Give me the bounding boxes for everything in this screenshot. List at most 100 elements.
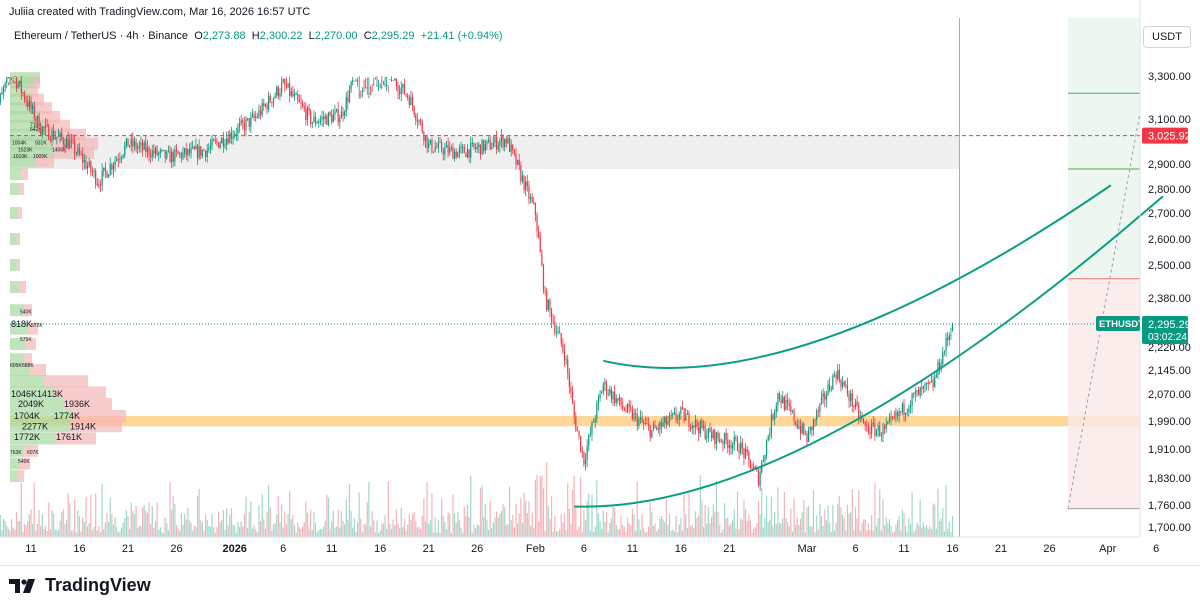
candle-body [767, 436, 769, 441]
candle-body [263, 102, 265, 107]
candle-body [376, 85, 378, 86]
candle-body [164, 150, 166, 159]
candle-body [213, 139, 215, 141]
profile-bar-sell [17, 259, 20, 271]
candle-body [641, 417, 643, 422]
candle-body [53, 130, 55, 139]
volume-bar [371, 511, 373, 537]
volume-bar [560, 514, 562, 537]
volume-bar [620, 515, 622, 537]
candle-body [581, 451, 583, 453]
volume-bar [875, 526, 878, 537]
volume-bar [75, 532, 77, 537]
candle-body [862, 419, 865, 423]
candle-body [476, 146, 478, 150]
volume-profile-label: 1772K [14, 432, 40, 442]
candle-body [166, 151, 168, 159]
candle-body [342, 111, 344, 116]
candle-body [392, 80, 394, 82]
candle-body [580, 436, 582, 452]
volume-bar [234, 525, 236, 537]
candle-body [57, 135, 60, 137]
resistance-price-label: 3,025.92 [1148, 131, 1191, 143]
volume-bar [605, 512, 608, 537]
candle-body [264, 104, 267, 107]
volume-bar [122, 522, 124, 537]
candle-body [169, 150, 171, 163]
candle-body [787, 400, 789, 403]
candle-body [654, 424, 656, 429]
tradingview-logo[interactable]: TradingView [9, 575, 151, 596]
candle-body [153, 150, 155, 154]
volume-bar [938, 520, 941, 537]
volume-bar [91, 530, 94, 537]
time-tick-label: 6 [280, 543, 286, 555]
candle-body [500, 136, 503, 142]
candle-body [652, 424, 655, 431]
volume-bar [411, 514, 414, 537]
symbol-title[interactable]: Ethereum / TetherUS · 4h · Binance [14, 30, 189, 42]
volume-bar [203, 530, 205, 537]
candle-body [93, 170, 95, 173]
candle-body [719, 438, 721, 442]
candle-body [384, 84, 386, 85]
candle-body [740, 442, 742, 453]
volume-bar [407, 524, 409, 537]
candle-body [712, 429, 714, 438]
candle-body [7, 76, 9, 79]
volume-bar [86, 526, 89, 537]
volume-bar [665, 499, 667, 537]
candle-body [706, 436, 708, 439]
volume-bar [348, 483, 351, 537]
candle-body [563, 350, 566, 361]
volume-bar [314, 523, 317, 537]
candle-body [636, 413, 638, 426]
candle-body [609, 389, 611, 394]
candle-body [727, 439, 729, 448]
candle-body [890, 416, 892, 419]
volume-bar [452, 494, 454, 537]
currency-selector[interactable]: USDT [1143, 26, 1191, 48]
candle-body [757, 470, 760, 486]
candle-body [248, 118, 250, 127]
volume-bar [806, 507, 808, 537]
profile-bar-sell [28, 85, 38, 98]
volume-bar [376, 520, 378, 537]
volume-bar [369, 527, 372, 537]
volume-bar [156, 503, 158, 537]
volume-bar [179, 531, 181, 537]
price-tick-label: 2,220.00 [1148, 342, 1191, 354]
volume-bar [28, 514, 30, 537]
volume-bar [780, 523, 782, 537]
volume-bar [602, 510, 604, 537]
candle-body [292, 91, 294, 97]
candle-body [306, 108, 309, 121]
volume-bar [7, 528, 9, 537]
candle-body [298, 99, 300, 103]
volume-bar [98, 526, 100, 537]
volume-bar [64, 523, 66, 537]
candle-body [909, 405, 912, 409]
candle-body [856, 401, 858, 406]
volume-bar [465, 516, 467, 537]
candle-body [631, 409, 633, 420]
volume-bar [282, 527, 284, 537]
candle-body [714, 429, 716, 444]
candle-body [44, 124, 47, 129]
candle-body [377, 85, 380, 87]
volume-bar [484, 504, 486, 537]
candle-body [515, 153, 517, 165]
volume-bar [104, 522, 106, 537]
profile-bar-buy [10, 337, 26, 350]
candle-body [337, 109, 339, 123]
candle-body [900, 411, 902, 413]
volume-bar [481, 485, 483, 537]
candle-body [533, 201, 535, 204]
volume-profile-label: 763K [10, 450, 22, 456]
volume-bar [33, 482, 35, 537]
volume-bar [99, 532, 102, 537]
candle-body [177, 151, 179, 154]
profile-bar-buy [10, 304, 24, 317]
candle-body [395, 78, 397, 87]
